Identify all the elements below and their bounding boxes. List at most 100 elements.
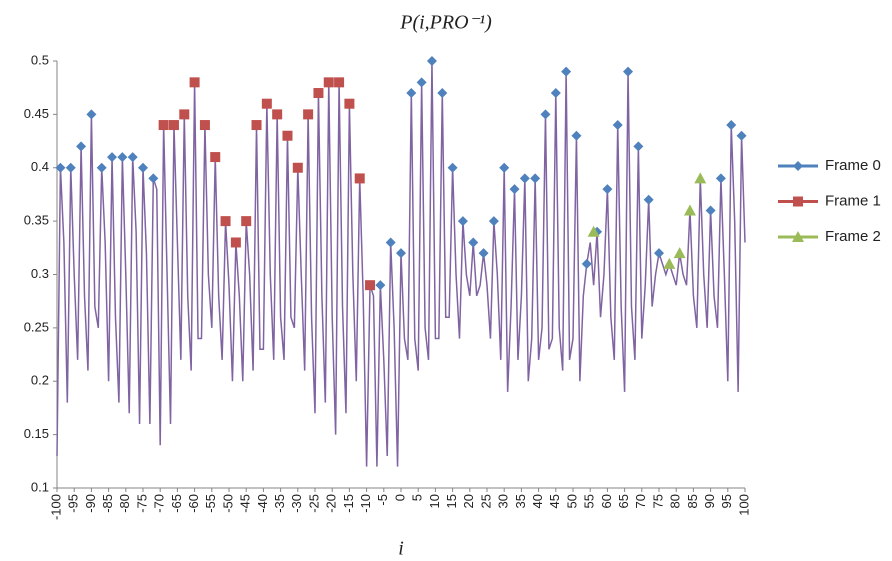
marker — [241, 216, 252, 227]
marker — [168, 120, 179, 131]
x-tick-label: -20 — [324, 494, 339, 513]
x-tick-label: 55 — [582, 494, 597, 508]
marker — [581, 258, 592, 269]
marker — [365, 280, 376, 291]
x-tick-label: 35 — [513, 494, 528, 508]
x-tick-label: 30 — [496, 494, 511, 508]
x-tick-label: 50 — [564, 494, 579, 508]
marker — [344, 98, 355, 109]
marker — [385, 237, 396, 248]
x-tick-label: 65 — [616, 494, 631, 508]
marker — [375, 280, 386, 291]
x-tick-label: -10 — [358, 494, 373, 513]
marker — [179, 109, 190, 120]
y-tick-label: 0.1 — [31, 479, 49, 494]
marker — [396, 248, 406, 259]
x-tick-label: -95 — [66, 494, 81, 513]
x-tick-label: 85 — [685, 494, 700, 508]
x-tick-label: 95 — [719, 494, 734, 508]
legend-label: Frame 2 — [825, 228, 881, 245]
x-tick-label: 60 — [599, 494, 614, 508]
marker — [663, 257, 676, 269]
x-tick-label: -50 — [220, 494, 235, 513]
x-tick-label: 10 — [427, 494, 442, 508]
marker — [587, 225, 600, 237]
x-tick-label: -30 — [289, 494, 304, 513]
marker — [189, 77, 200, 88]
marker — [199, 120, 210, 131]
marker — [633, 141, 644, 152]
x-tick-label: -45 — [238, 494, 253, 513]
chart-title: P(i,PRO⁻¹) — [399, 12, 492, 34]
marker — [519, 173, 530, 184]
marker — [643, 194, 654, 205]
legend-marker — [793, 196, 803, 207]
marker — [683, 204, 696, 216]
marker — [261, 98, 272, 109]
marker — [148, 173, 159, 184]
marker — [220, 216, 231, 227]
marker — [447, 162, 458, 173]
marker — [416, 77, 427, 88]
x-tick-label: -70 — [152, 494, 167, 513]
marker — [736, 130, 747, 141]
marker — [468, 237, 479, 248]
marker — [478, 248, 489, 259]
marker — [726, 120, 737, 131]
marker — [406, 88, 417, 99]
marker — [530, 173, 541, 184]
marker — [715, 173, 726, 184]
marker — [86, 109, 97, 120]
marker — [55, 162, 66, 173]
marker — [612, 120, 623, 131]
x-tick-label: -60 — [186, 494, 201, 513]
legend-marker — [792, 231, 804, 242]
y-tick-label: 0.25 — [24, 319, 49, 334]
y-tick-label: 0.45 — [24, 106, 49, 121]
marker — [571, 130, 582, 141]
y-tick-label: 0.4 — [31, 159, 49, 174]
x-tick-label: -40 — [255, 494, 270, 513]
marker — [673, 247, 686, 259]
marker — [437, 88, 448, 99]
x-tick-label: 20 — [461, 494, 476, 508]
x-tick-label: -65 — [169, 494, 184, 513]
marker — [540, 109, 551, 120]
x-axis-label: i — [398, 538, 404, 560]
marker — [117, 152, 128, 163]
marker — [313, 88, 324, 99]
x-tick-label: -35 — [272, 494, 287, 513]
x-tick-label: 5 — [410, 494, 425, 501]
x-tick-label: -25 — [306, 494, 321, 513]
x-tick-label: 40 — [530, 494, 545, 508]
y-tick-label: 0.2 — [31, 373, 49, 388]
x-tick-label: 100 — [736, 494, 751, 516]
marker — [323, 77, 334, 88]
marker — [158, 120, 169, 131]
x-tick-label: 80 — [668, 494, 683, 508]
marker — [138, 162, 148, 173]
marker — [602, 184, 613, 195]
legend-label: Frame 0 — [825, 157, 881, 174]
marker — [705, 205, 716, 216]
x-tick-label: -100 — [48, 494, 63, 520]
marker — [230, 237, 241, 248]
x-tick-label: -90 — [83, 494, 98, 513]
marker — [251, 120, 262, 131]
y-tick-label: 0.5 — [31, 52, 49, 67]
x-tick-label: -85 — [100, 494, 115, 513]
marker — [694, 172, 707, 184]
legend-marker — [793, 161, 803, 171]
y-tick-label: 0.3 — [31, 266, 49, 281]
x-tick-label: 70 — [633, 494, 648, 508]
y-tick-label: 0.15 — [24, 426, 49, 441]
marker — [292, 162, 303, 173]
marker — [65, 162, 76, 173]
y-tick-label: 0.35 — [24, 213, 49, 228]
x-tick-label: -55 — [203, 494, 218, 513]
x-tick-label: 0 — [392, 494, 407, 501]
marker — [499, 162, 510, 173]
marker — [76, 141, 87, 152]
